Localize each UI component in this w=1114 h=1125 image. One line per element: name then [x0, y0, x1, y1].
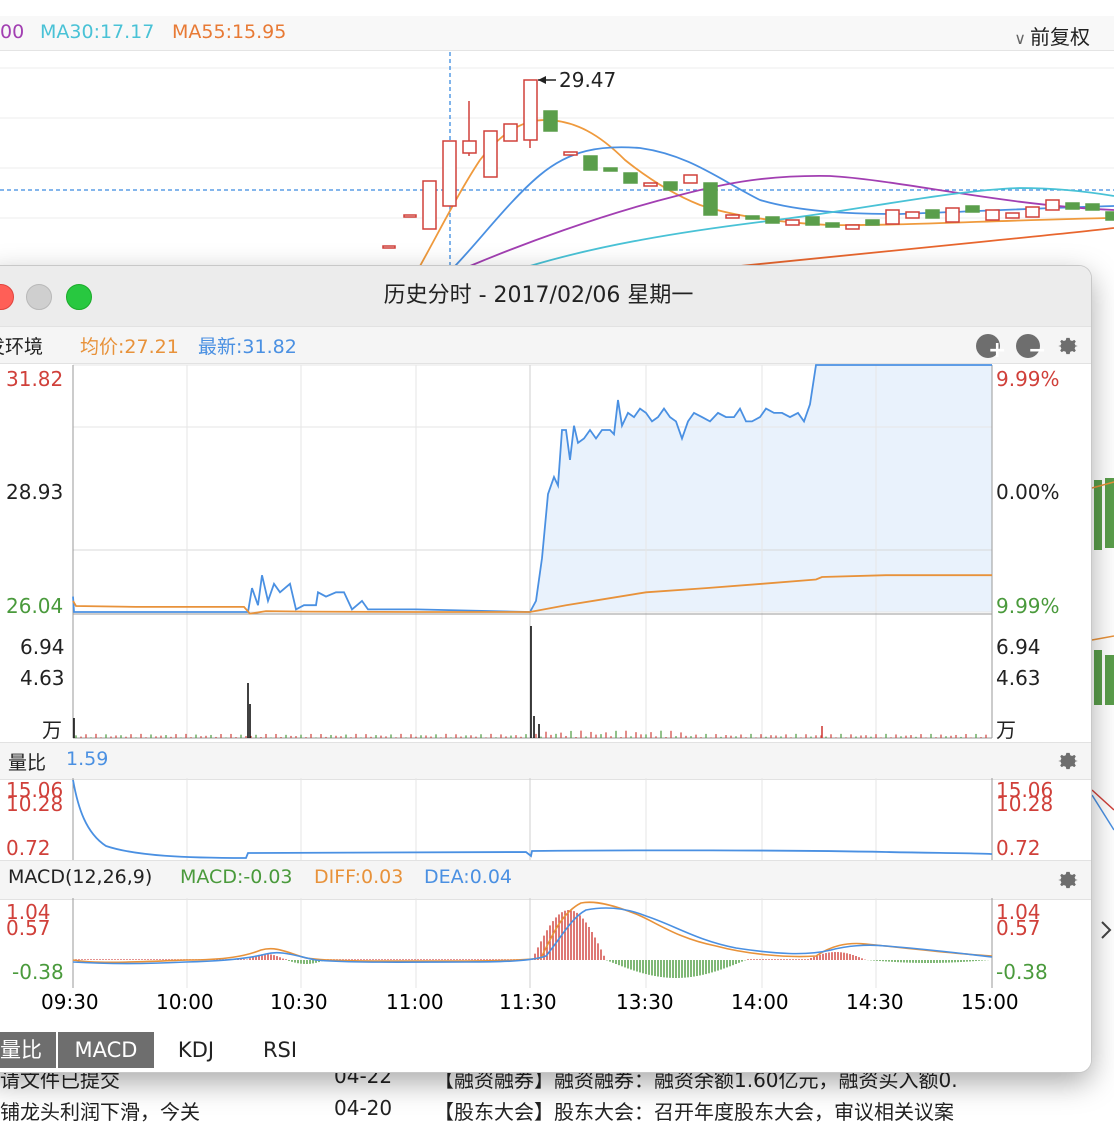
macd-value: MACD:-0.03 — [180, 866, 293, 888]
volume-axis-mid-right: 4.63 — [996, 666, 1041, 690]
macd-axis-mid: 0.57 — [6, 916, 51, 940]
liangbi-value: 1.59 — [66, 748, 109, 770]
ma-legend-item: MA55:15.95 — [172, 21, 287, 43]
macd-axis-bottom: -0.38 — [12, 960, 64, 984]
time-axis: 09:30 10:00 10:30 11:00 11:30 13:30 14:0… — [0, 990, 1091, 1020]
peak-price-label: 29.47 — [559, 68, 617, 92]
time-label: 09:30 — [41, 990, 99, 1014]
avg-price-label: 均价:27.21 — [80, 336, 179, 358]
price-info-bar: 发环境 均价:27.21 最新:31.82 + − — [0, 326, 1091, 364]
macd-chart[interactable] — [0, 898, 1091, 988]
price-axis-bottom: 26.04 — [6, 594, 64, 618]
tab-macd[interactable]: MACD — [58, 1032, 154, 1068]
time-label: 11:00 — [386, 990, 444, 1014]
pct-axis-mid: 0.00% — [996, 480, 1060, 504]
liangbi-axis-bottom-right: 0.72 — [996, 836, 1041, 860]
liangbi-chart[interactable] — [0, 778, 1091, 860]
news-item-left[interactable]: 铺龙头利润下滑，今关 — [0, 1100, 200, 1124]
pct-axis-bottom: 9.99% — [996, 594, 1060, 618]
time-label: 13:30 — [616, 990, 674, 1014]
liangbi-axis-top-right: 15.06 — [996, 778, 1054, 802]
zoom-in-button[interactable]: + — [976, 334, 1006, 362]
time-label: 10:00 — [156, 990, 214, 1014]
macd-axis-top: 1.04 — [6, 900, 51, 924]
liangbi-axis-mid-right: 10.28 — [996, 792, 1054, 816]
fuquan-label: 前复权 — [1030, 25, 1090, 49]
time-label: 11:30 — [499, 990, 557, 1014]
volume-unit: 万 — [42, 718, 62, 742]
ma-legend-item: 00 — [0, 21, 25, 43]
time-label: 14:30 — [846, 990, 904, 1014]
liangbi-axis-bottom: 0.72 — [6, 836, 51, 860]
chevron-down-icon: ∨ — [1014, 29, 1026, 48]
volume-axis-top: 6.94 — [20, 635, 65, 659]
plus-icon: + — [988, 338, 1007, 363]
diff-value: DIFF:0.03 — [314, 866, 404, 888]
window-title: 历史分时 - 2017/02/06 星期一 — [383, 283, 694, 308]
tab-liangbi[interactable]: 量比 — [0, 1032, 56, 1068]
time-label: 15:00 — [961, 990, 1019, 1014]
liangbi-label: 量比 — [8, 752, 47, 774]
price-axis-top: 31.82 — [6, 367, 64, 391]
macd-axis-bottom-right: -0.38 — [996, 960, 1048, 984]
volume-unit-right: 万 — [996, 718, 1016, 742]
macd-axis-mid-right: 0.57 — [996, 916, 1041, 940]
volume-axis-top-right: 6.94 — [996, 635, 1041, 659]
news-item-left[interactable]: 请文件已提交 — [0, 1068, 120, 1092]
fuquan-dropdown[interactable]: ∨ 前复权 — [1014, 21, 1090, 50]
time-label: 10:30 — [270, 990, 328, 1014]
macd-axis-top-right: 1.04 — [996, 900, 1041, 924]
gear-icon[interactable] — [1055, 333, 1081, 359]
tab-kdj[interactable]: KDJ — [177, 1038, 215, 1062]
news-item-right[interactable]: 【融资融券】融资融券：融资余额1.60亿元，融资买入额0. — [434, 1068, 958, 1092]
ma-legend-item: MA30:17.17 — [40, 21, 155, 43]
tab-rsi[interactable]: RSI — [262, 1038, 298, 1062]
gear-icon[interactable] — [1055, 748, 1081, 774]
minimize-window-button[interactable] — [26, 284, 52, 310]
zoom-out-button[interactable]: − — [1016, 334, 1046, 362]
gear-icon[interactable] — [1055, 867, 1081, 893]
liangbi-axis-top: 15.06 — [6, 778, 64, 802]
ma-legend-bar: 00 MA30:17.17 MA55:15.95 ∨ 前复权 — [0, 16, 1114, 51]
stock-name: 发环境 — [0, 336, 44, 358]
timeshare-price-chart[interactable] — [0, 362, 1091, 742]
macd-bar: MACD(12,26,9) MACD:-0.03 DIFF:0.03 DEA:0… — [0, 860, 1091, 900]
price-axis-mid: 28.93 — [6, 480, 64, 504]
time-label: 14:00 — [731, 990, 789, 1014]
dea-value: DEA:0.04 — [424, 866, 513, 888]
volume-axis-mid: 4.63 — [20, 666, 65, 690]
pct-axis-top: 9.99% — [996, 367, 1060, 391]
liangbi-axis-mid: 10.28 — [6, 792, 64, 816]
indicator-tabs: 量比 MACD KDJ RSI — [0, 1030, 1091, 1072]
liangbi-bar: 量比 1.59 — [0, 742, 1091, 780]
latest-price-label: 最新:31.82 — [198, 336, 297, 358]
zoom-window-button[interactable] — [66, 284, 92, 310]
news-date: 04-20 — [334, 1096, 393, 1120]
history-timeshare-window: 历史分时 - 2017/02/06 星期一 发环境 均价:27.21 最新:31… — [0, 266, 1091, 1072]
window-titlebar[interactable]: 历史分时 - 2017/02/06 星期一 — [0, 266, 1091, 327]
macd-label: MACD(12,26,9) — [8, 866, 153, 888]
minus-icon: − — [1028, 338, 1047, 363]
news-item-right[interactable]: 【股东大会】股东大会：召开年度股东大会，审议相关议案 — [434, 1100, 954, 1124]
